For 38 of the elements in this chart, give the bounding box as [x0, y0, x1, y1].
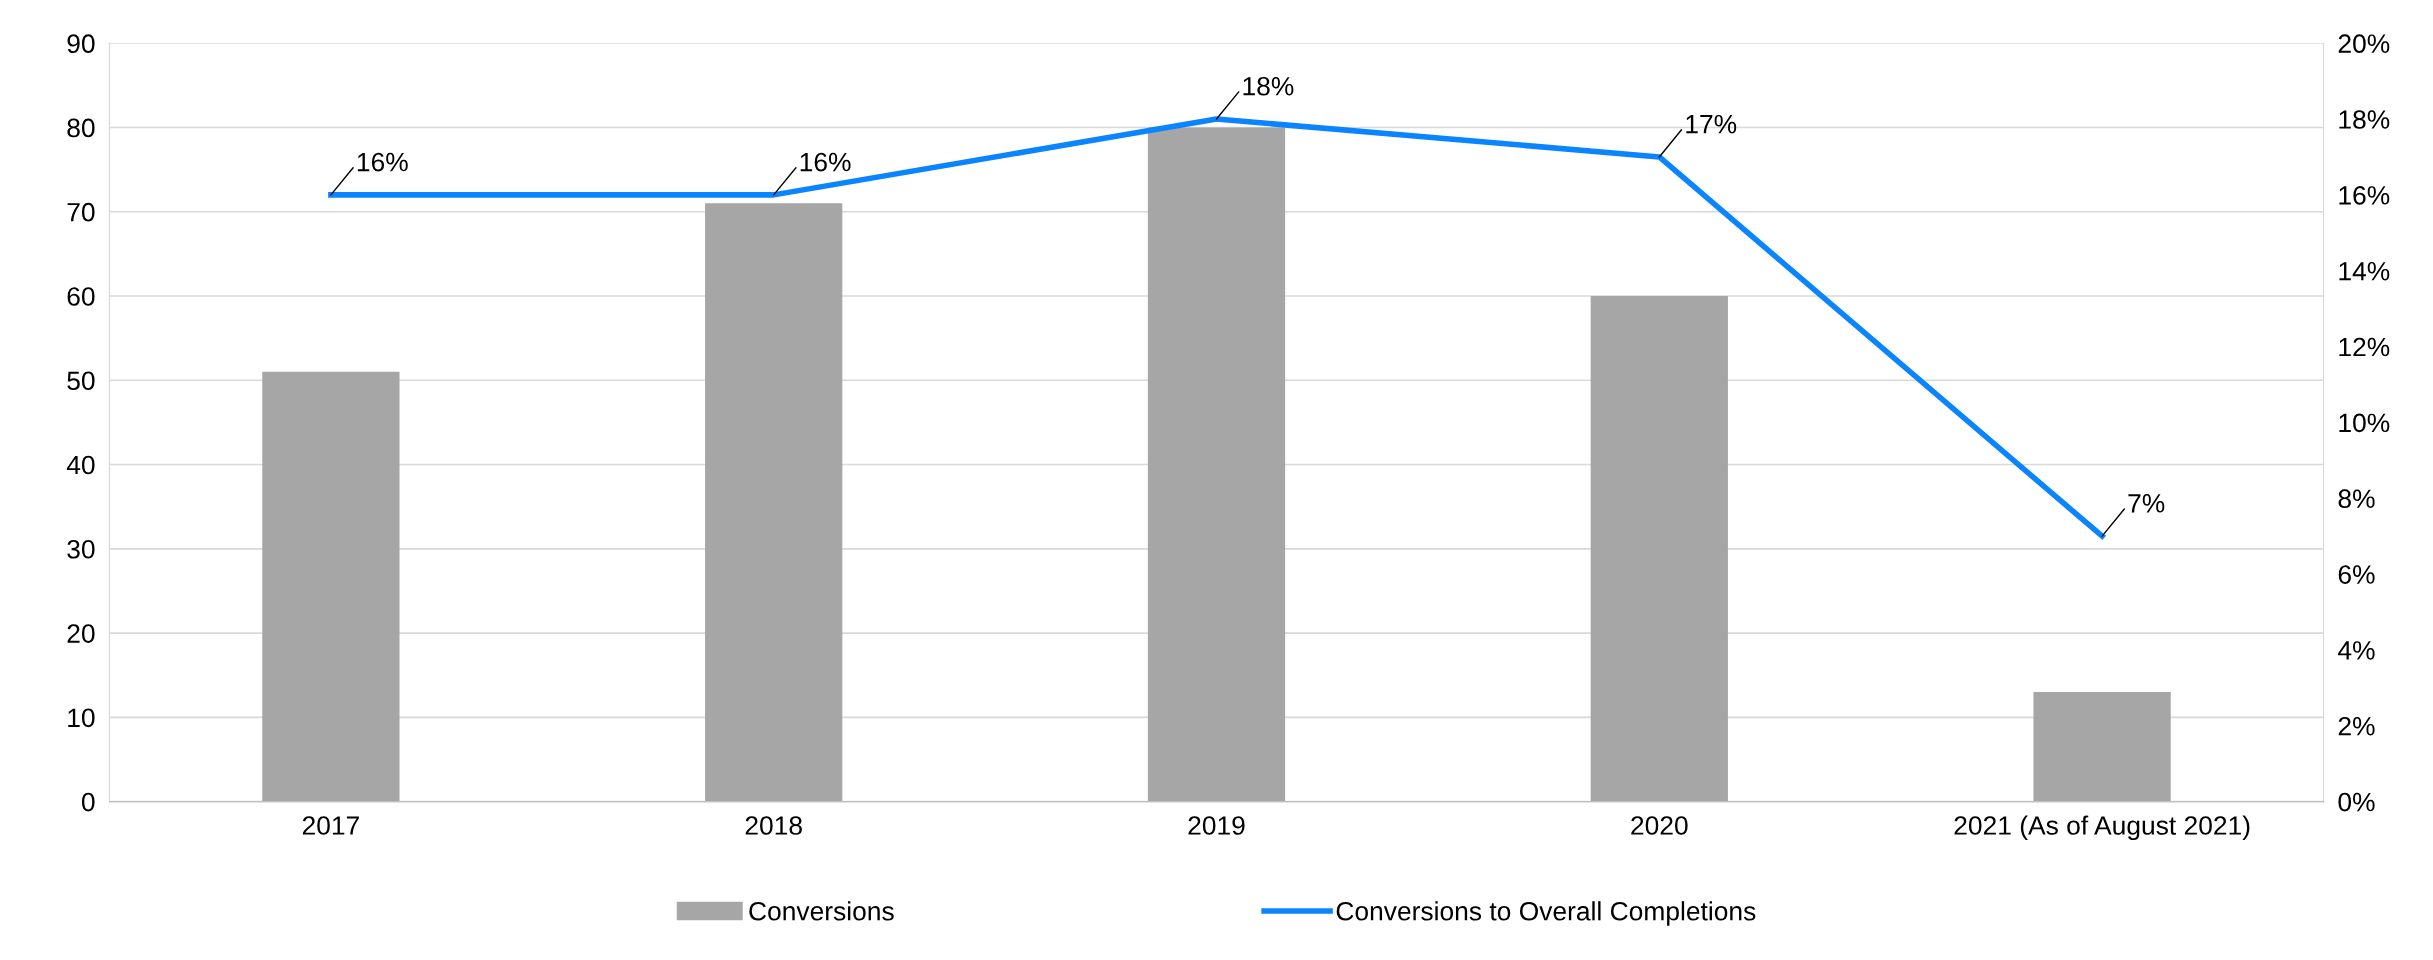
x-tick-label: 2019: [1188, 816, 1245, 835]
data-label: 16%: [800, 152, 851, 172]
y2-tick-label: 10%: [2339, 413, 2390, 433]
y-tick-label: 0: [81, 792, 95, 812]
y-tick-label: 10: [68, 708, 95, 728]
y-tick-label: 90: [67, 34, 95, 54]
bar: [1147, 127, 1286, 802]
y-tick-label: 40: [66, 455, 95, 475]
x-tick-label: 2018: [745, 816, 802, 835]
y2-tick-label: 18%: [2339, 110, 2390, 129]
y2-tick-label: 12%: [2339, 337, 2390, 357]
x-tick-label: 2021 (As of August 2021): [1954, 815, 2250, 841]
y-tick-label: 60: [67, 287, 95, 306]
y2-tick-label: 6%: [2338, 565, 2375, 584]
y-tick-label: 30: [67, 539, 95, 559]
legend-label: Conversions: [749, 901, 894, 921]
y2-tick-label: 0%: [2338, 792, 2375, 812]
data-label: 16%: [357, 152, 408, 172]
y-tick-label: 20: [67, 624, 95, 643]
y2-tick-label: 14%: [2339, 261, 2390, 281]
y2-tick-label: 8%: [2338, 489, 2375, 509]
legend-label: Conversions to Overall Completions: [1336, 901, 1756, 926]
y-tick-label: 70: [67, 202, 95, 222]
bar: [705, 203, 843, 802]
data-label: 18%: [1243, 76, 1294, 96]
bar: [1590, 296, 1728, 802]
data-label: 7%: [2128, 494, 2165, 513]
bar: [262, 371, 400, 802]
y-tick-label: 50: [67, 371, 95, 391]
bar: [2033, 692, 2171, 802]
x-tick-label: 2020: [1631, 816, 1688, 835]
y2-tick-label: 16%: [2339, 186, 2390, 205]
y2-tick-label: 4%: [2338, 641, 2375, 660]
y-tick-label: 80: [67, 118, 95, 138]
data-label: 17%: [1686, 114, 1737, 134]
y2-tick-label: 2%: [2338, 716, 2375, 736]
x-tick-label: 2017: [302, 816, 359, 835]
y2-tick-label: 20%: [2338, 34, 2390, 54]
